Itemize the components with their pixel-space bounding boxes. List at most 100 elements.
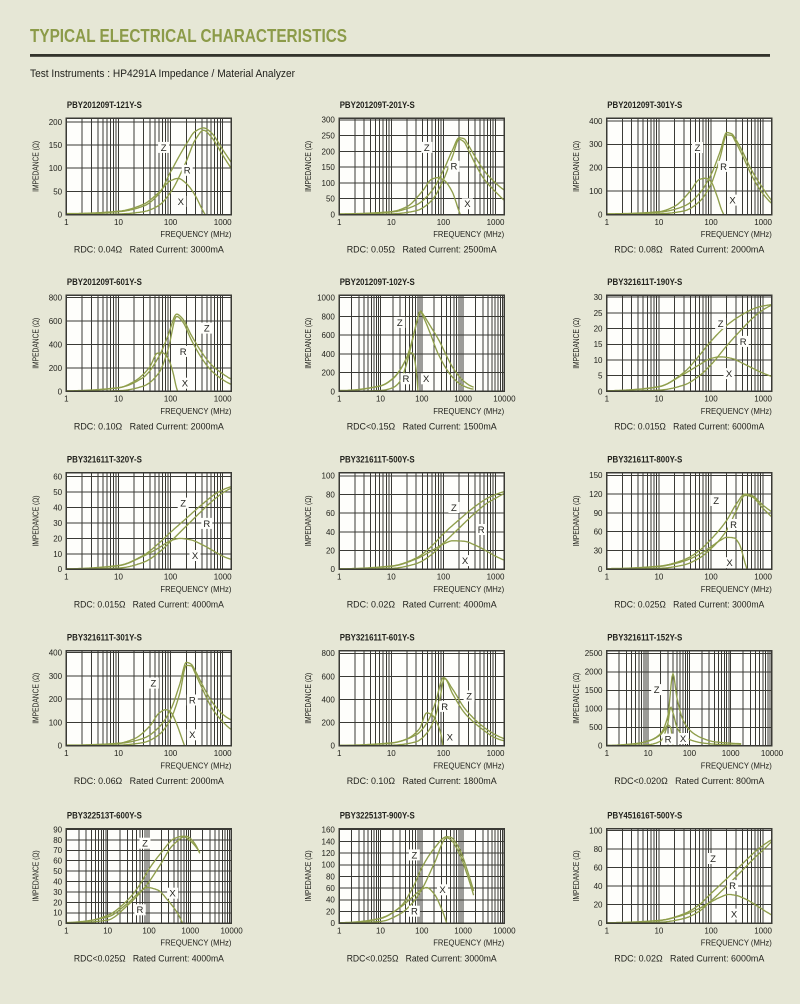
svg-text:100: 100 xyxy=(683,749,697,758)
svg-text:1: 1 xyxy=(605,927,610,936)
svg-text:10: 10 xyxy=(53,550,62,559)
svg-text:200: 200 xyxy=(322,147,336,156)
svg-text:0: 0 xyxy=(58,565,63,574)
svg-text:1000: 1000 xyxy=(487,573,505,582)
svg-text:100: 100 xyxy=(437,573,451,582)
svg-text:10: 10 xyxy=(376,395,385,404)
svg-text:10: 10 xyxy=(387,573,396,582)
svg-text:IMPEDANCE (Ω): IMPEDANCE (Ω) xyxy=(304,673,313,724)
svg-text:X: X xyxy=(192,551,199,562)
svg-text:IMPEDANCE (Ω): IMPEDANCE (Ω) xyxy=(304,318,313,369)
svg-text:R: R xyxy=(184,166,191,177)
svg-text:Z: Z xyxy=(161,143,167,154)
svg-text:IMPEDANCE (Ω): IMPEDANCE (Ω) xyxy=(572,673,581,724)
svg-text:40: 40 xyxy=(53,877,62,886)
svg-text:10: 10 xyxy=(387,218,396,227)
svg-text:Z: Z xyxy=(710,854,716,865)
svg-text:50: 50 xyxy=(53,187,62,196)
svg-text:120: 120 xyxy=(322,849,336,858)
svg-text:1: 1 xyxy=(64,749,69,758)
svg-text:200: 200 xyxy=(589,164,603,173)
svg-text:FREQUENCY (MHz): FREQUENCY (MHz) xyxy=(701,406,772,416)
svg-text:300: 300 xyxy=(589,140,603,149)
svg-text:RDC: 0.025Ω Rated Current: 3: RDC: 0.025Ω Rated Current: 3000mA xyxy=(614,600,765,611)
svg-text:1: 1 xyxy=(605,395,610,404)
svg-text:10: 10 xyxy=(114,218,123,227)
svg-text:IMPEDANCE (Ω): IMPEDANCE (Ω) xyxy=(572,318,581,369)
svg-text:PBY201209T-102Y-S: PBY201209T-102Y-S xyxy=(340,277,415,287)
svg-text:100: 100 xyxy=(322,472,336,481)
svg-text:150: 150 xyxy=(49,141,63,150)
svg-text:RDC: 0.05Ω Rated Current: 25: RDC: 0.05Ω Rated Current: 2500mA xyxy=(347,245,498,256)
svg-text:PBY321611T-301Y-S: PBY321611T-301Y-S xyxy=(67,633,142,643)
svg-text:1000: 1000 xyxy=(585,705,603,714)
svg-text:400: 400 xyxy=(322,350,336,359)
svg-text:1: 1 xyxy=(337,749,342,758)
svg-text:PBY321611T-601Y-S: PBY321611T-601Y-S xyxy=(340,633,415,643)
svg-text:10: 10 xyxy=(654,573,663,582)
svg-text:10000: 10000 xyxy=(493,395,516,404)
svg-text:80: 80 xyxy=(53,836,62,845)
svg-text:1: 1 xyxy=(64,927,69,936)
svg-text:100: 100 xyxy=(415,395,429,404)
svg-text:600: 600 xyxy=(49,317,63,326)
svg-text:100: 100 xyxy=(437,749,451,758)
svg-text:R: R xyxy=(740,337,747,348)
svg-text:IMPEDANCE (Ω): IMPEDANCE (Ω) xyxy=(31,495,40,546)
svg-text:R: R xyxy=(411,907,418,918)
svg-text:0: 0 xyxy=(330,742,335,751)
svg-text:R: R xyxy=(729,881,736,892)
svg-text:40: 40 xyxy=(326,896,335,905)
svg-text:40: 40 xyxy=(326,528,335,537)
svg-text:1: 1 xyxy=(337,218,342,227)
svg-text:Z: Z xyxy=(411,850,417,861)
svg-text:X: X xyxy=(447,733,454,744)
svg-text:10: 10 xyxy=(654,218,663,227)
svg-text:PBY321611T-320Y-S: PBY321611T-320Y-S xyxy=(67,455,142,465)
svg-text:800: 800 xyxy=(49,294,63,303)
svg-text:10: 10 xyxy=(654,395,663,404)
svg-text:X: X xyxy=(182,379,189,390)
svg-text:20: 20 xyxy=(53,534,62,543)
svg-text:80: 80 xyxy=(326,872,335,881)
svg-text:PBY201209T-201Y-S: PBY201209T-201Y-S xyxy=(340,100,415,110)
svg-text:200: 200 xyxy=(49,695,63,704)
svg-text:140: 140 xyxy=(322,837,336,846)
svg-text:PBY201209T-301Y-S: PBY201209T-301Y-S xyxy=(607,100,682,110)
svg-text:1000: 1000 xyxy=(754,573,772,582)
svg-text:PBY201209T-121Y-S: PBY201209T-121Y-S xyxy=(67,100,142,110)
svg-text:0: 0 xyxy=(58,742,63,751)
svg-text:300: 300 xyxy=(49,672,63,681)
svg-text:PBY201209T-601Y-S: PBY201209T-601Y-S xyxy=(67,277,142,287)
svg-text:IMPEDANCE (Ω): IMPEDANCE (Ω) xyxy=(572,141,581,192)
svg-text:300: 300 xyxy=(322,116,336,125)
svg-text:160: 160 xyxy=(322,826,336,835)
svg-text:X: X xyxy=(423,374,430,385)
svg-text:50: 50 xyxy=(326,195,335,204)
svg-text:1000: 1000 xyxy=(454,395,472,404)
svg-text:200: 200 xyxy=(49,364,63,373)
svg-text:X: X xyxy=(680,734,687,745)
svg-text:90: 90 xyxy=(594,509,603,518)
svg-text:150: 150 xyxy=(589,471,603,480)
svg-text:120: 120 xyxy=(589,490,603,499)
svg-text:80: 80 xyxy=(594,845,603,854)
svg-text:FREQUENCY (MHz): FREQUENCY (MHz) xyxy=(701,229,772,239)
svg-text:R: R xyxy=(189,695,196,706)
svg-text:1500: 1500 xyxy=(585,686,603,695)
svg-text:0: 0 xyxy=(598,210,603,219)
svg-text:500: 500 xyxy=(589,723,603,732)
svg-text:100: 100 xyxy=(704,395,718,404)
svg-text:Z: Z xyxy=(150,679,156,690)
svg-text:800: 800 xyxy=(322,649,336,658)
svg-text:600: 600 xyxy=(322,672,336,681)
svg-text:1: 1 xyxy=(605,573,610,582)
svg-text:FREQUENCY (MHz): FREQUENCY (MHz) xyxy=(433,760,504,770)
svg-text:RDC: 0.02Ω Rated Current: 40: RDC: 0.02Ω Rated Current: 4000mA xyxy=(347,600,498,611)
svg-text:2500: 2500 xyxy=(585,649,603,658)
svg-text:5: 5 xyxy=(598,372,603,381)
svg-text:FREQUENCY (MHz): FREQUENCY (MHz) xyxy=(433,938,504,948)
svg-text:40: 40 xyxy=(594,882,603,891)
svg-text:30: 30 xyxy=(594,293,603,302)
svg-text:X: X xyxy=(462,556,469,567)
